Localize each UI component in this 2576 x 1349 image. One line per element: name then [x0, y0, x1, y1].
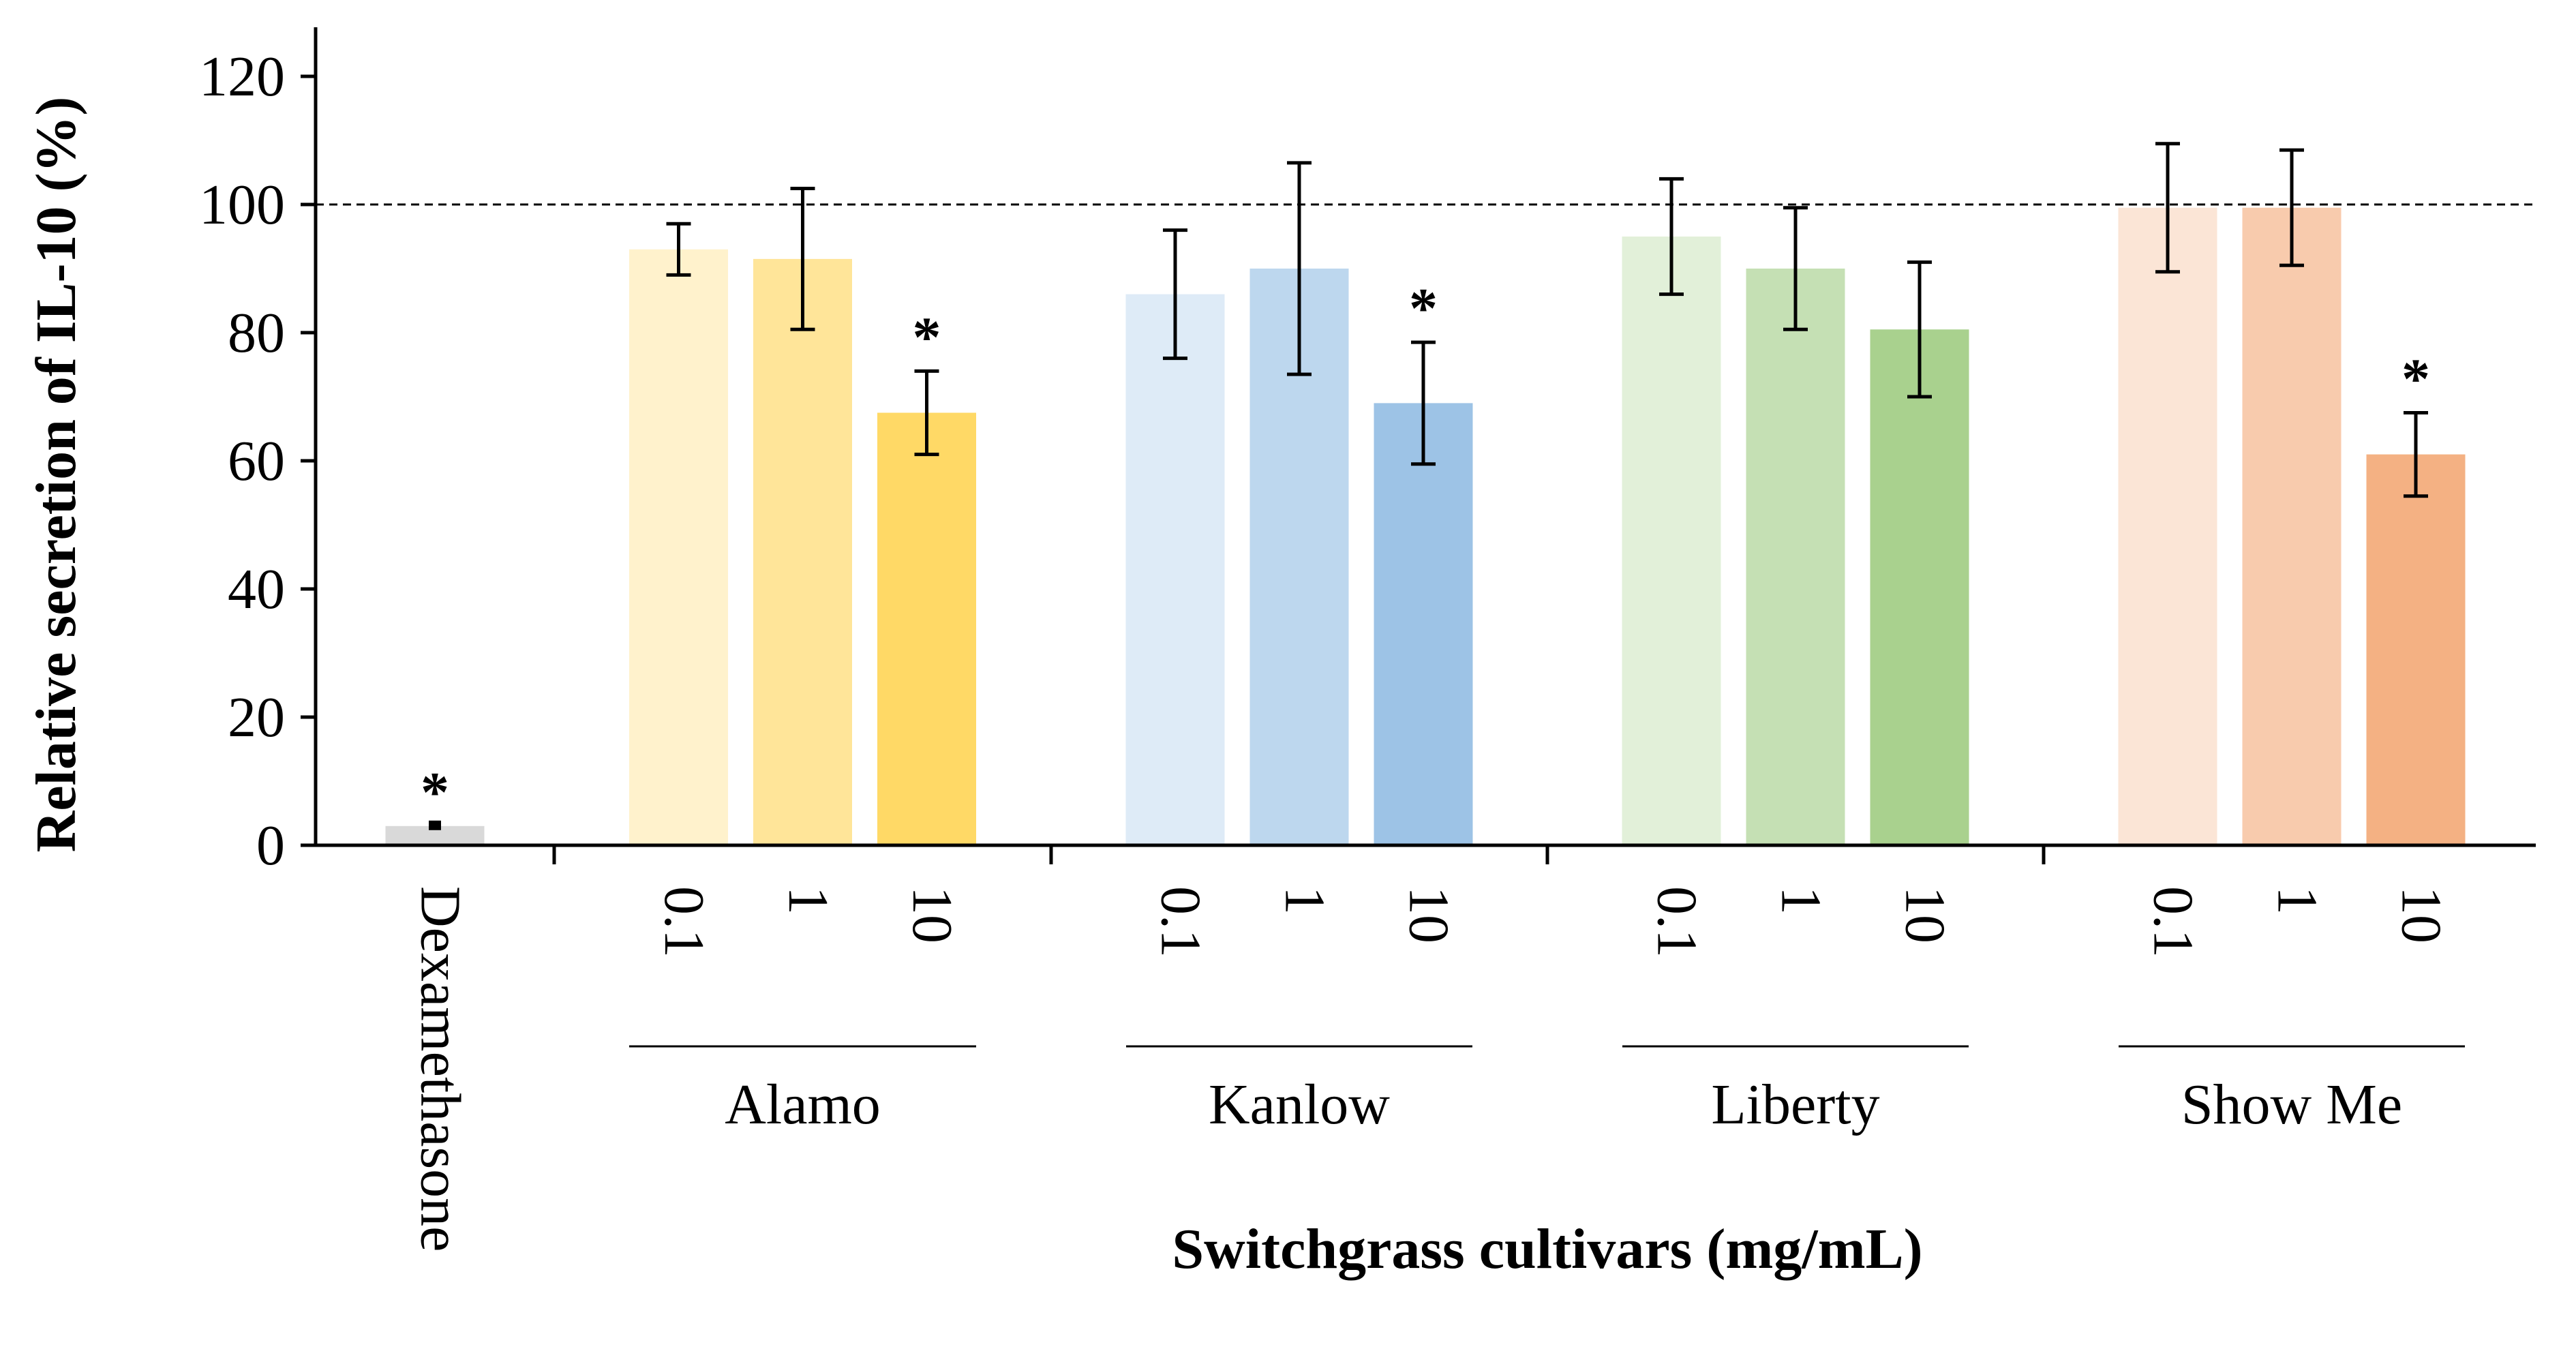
bar-liberty-0_1: [1622, 237, 1721, 845]
group-label-kanlow: Kanlow: [1209, 1073, 1390, 1136]
significance-star: *: [2401, 348, 2430, 411]
bar-kanlow-10: [1374, 403, 1473, 845]
significance-star: *: [1409, 277, 1438, 340]
category-label: Dexamethasone: [409, 886, 472, 1252]
category-label: 0.1: [1149, 886, 1213, 958]
bar-alamo-0_1: [629, 249, 728, 845]
category-label: 10: [2390, 886, 2453, 943]
y-tick-label: 80: [228, 301, 285, 365]
group-label-show-me: Show Me: [2181, 1073, 2402, 1136]
y-tick-label: 100: [199, 173, 285, 237]
bar-show-me-0_1: [2118, 207, 2217, 845]
bar-alamo-10: [877, 412, 976, 845]
group-label-alamo: Alamo: [725, 1073, 881, 1136]
y-tick-label: 120: [199, 45, 285, 108]
error-mark: [429, 820, 441, 830]
y-axis-title: Relative secretion of IL-10 (%): [25, 97, 88, 853]
y-tick-label: 40: [228, 558, 285, 621]
bar-show-me-1: [2242, 207, 2342, 845]
category-label: 0.1: [2142, 886, 2205, 958]
group-label-liberty: Liberty: [1711, 1073, 1879, 1136]
significance-star: *: [421, 761, 449, 824]
category-label: 10: [1397, 886, 1461, 943]
significance-star: *: [913, 305, 941, 369]
category-label: 10: [900, 886, 964, 943]
category-label: 0.1: [1646, 886, 1709, 958]
category-label: 1: [2266, 886, 2329, 915]
category-label: 1: [1770, 886, 1833, 915]
bar-liberty-1: [1746, 269, 1845, 845]
category-label: 1: [1273, 886, 1337, 915]
bar-show-me-10: [2366, 454, 2466, 845]
category-label: 10: [1894, 886, 1957, 943]
bar-alamo-1: [753, 258, 852, 845]
category-label: 1: [776, 886, 840, 915]
category-label: 0.1: [652, 886, 716, 958]
bar-kanlow-0_1: [1125, 294, 1225, 846]
y-tick-label: 60: [228, 429, 285, 493]
x-axis-title: Switchgrass cultivars (mg/mL): [1172, 1217, 1922, 1281]
y-tick-label: 0: [256, 814, 285, 877]
y-tick-label: 20: [228, 686, 285, 749]
bar-liberty-10: [1870, 329, 1969, 845]
